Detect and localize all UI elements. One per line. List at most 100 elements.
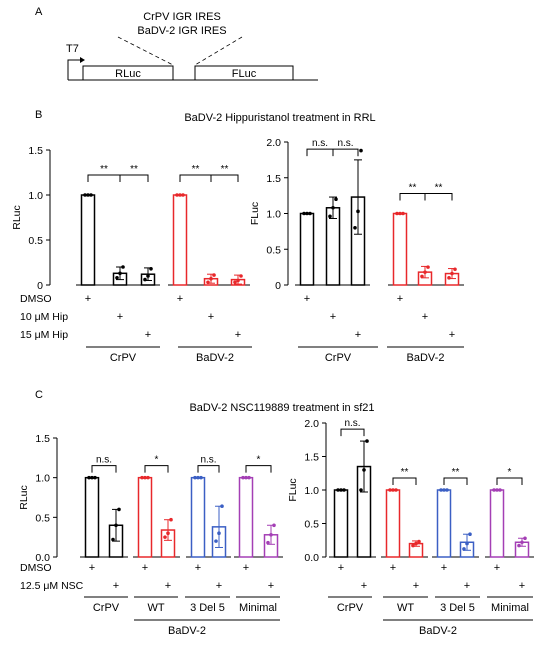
bar [385, 489, 401, 558]
data-point [462, 547, 466, 551]
condition-plus-marker: + [268, 580, 274, 592]
significance-label: ** [409, 183, 417, 194]
data-point [492, 488, 496, 492]
bar [84, 476, 100, 558]
y-tick-label: 0.0 [35, 552, 50, 564]
group-label: 3 Del 5 [190, 602, 225, 614]
data-point [328, 214, 332, 219]
data-point [517, 543, 521, 548]
condition-plus-marker: + [397, 293, 403, 305]
chart-c-fluc: 0.0 0.5 1.0 1.5 2.0 FLuc n.s. + + CrPV ** + + WT ** + +3… [287, 418, 534, 637]
bar [238, 476, 254, 558]
data-point [166, 531, 170, 535]
significance-bracket [144, 465, 169, 473]
significance-label: ** [221, 164, 229, 175]
rluc-gene-label: RLuc [115, 68, 141, 80]
condition-plus-marker: + [243, 562, 249, 574]
data-point [247, 475, 251, 480]
significance-bracket [179, 174, 239, 182]
group-label: Minimal [491, 602, 529, 614]
promoter-arrow [67, 59, 80, 80]
data-point [269, 532, 273, 537]
data-point [426, 265, 430, 269]
data-point [498, 488, 502, 492]
group-label: CrPV [93, 602, 120, 614]
y-tick-label: 1.5 [35, 433, 50, 445]
y-axis-title: FLuc [287, 478, 299, 501]
data-point [423, 270, 427, 274]
y-tick-label: 1.0 [266, 209, 281, 221]
data-point [447, 276, 451, 280]
group-label: 3 Del 5 [440, 602, 475, 614]
condition-plus-marker: + [355, 329, 361, 341]
data-point [362, 468, 366, 472]
panel-b-title: BaDV-2 Hippuristanol treatment in RRL [184, 112, 375, 124]
data-point [465, 541, 469, 546]
data-point [520, 540, 524, 545]
condition-plus-marker: + [142, 562, 148, 574]
ires-pointer-left [117, 36, 174, 66]
construct-diagram: CrPV IGR IRES BaDV-2 IGR IRES T7 RLuc FL… [66, 11, 318, 81]
data-point [391, 488, 395, 492]
significance-label: * [257, 455, 261, 466]
significance-label: * [508, 467, 512, 478]
condition-plus-marker: + [145, 329, 151, 341]
data-point [117, 507, 121, 512]
condition-plus-marker: + [494, 562, 500, 574]
bar [190, 476, 206, 558]
y-tick-label: 1.0 [28, 190, 43, 202]
data-point [214, 539, 218, 543]
condition-plus-marker: + [117, 311, 123, 323]
condition-plus-marker: + [519, 580, 525, 592]
data-point [89, 193, 93, 197]
bar [333, 489, 349, 558]
data-point [266, 540, 270, 545]
data-point [272, 523, 276, 528]
data-point [146, 274, 150, 278]
ires-label-line1: CrPV IGR IRES [143, 11, 221, 23]
group-label: CrPV [110, 352, 137, 364]
y-axis-title: FLuc [249, 202, 261, 225]
supergroup-label: BaDV-2 [168, 625, 206, 637]
bar [80, 194, 96, 286]
data-point [302, 211, 306, 216]
condition-plus-marker: + [464, 580, 470, 592]
y-tick-label: 2.0 [304, 418, 319, 430]
data-point [453, 267, 457, 272]
data-point [149, 267, 153, 271]
data-point [244, 475, 248, 480]
y-tick-label: 0.5 [35, 512, 50, 524]
y-tick-label: 2.0 [266, 137, 281, 149]
condition-label-10uM-hip: 10 μM Hip [20, 311, 68, 323]
data-point [414, 541, 418, 546]
group-label: BaDV-2 [196, 352, 234, 364]
condition-plus-marker: + [216, 580, 222, 592]
ires-pointer-right [194, 36, 243, 66]
data-point [175, 193, 179, 197]
data-point [111, 537, 115, 542]
data-point [118, 271, 122, 276]
data-point [334, 197, 338, 201]
data-point [241, 475, 245, 480]
significance-bracket [245, 465, 272, 473]
y-tick-label: 0.0 [304, 552, 319, 564]
data-point [220, 504, 224, 509]
condition-plus-marker: + [195, 562, 201, 574]
data-point [83, 193, 87, 197]
significance-label: ** [452, 467, 460, 478]
y-axis-title: RLuc [18, 485, 30, 510]
bar [392, 212, 408, 286]
y-tick-label: 0.5 [304, 519, 319, 531]
promoter-arrowhead [80, 57, 85, 63]
supergroup-label: BaDV-2 [419, 625, 457, 637]
panel-label-c: C [35, 389, 43, 401]
significance-bracket [197, 465, 220, 473]
bar [172, 194, 188, 286]
significance-label: n.s. [344, 418, 360, 429]
bar [137, 476, 153, 558]
data-point [146, 475, 150, 480]
data-point [450, 271, 454, 276]
data-point [305, 211, 309, 216]
